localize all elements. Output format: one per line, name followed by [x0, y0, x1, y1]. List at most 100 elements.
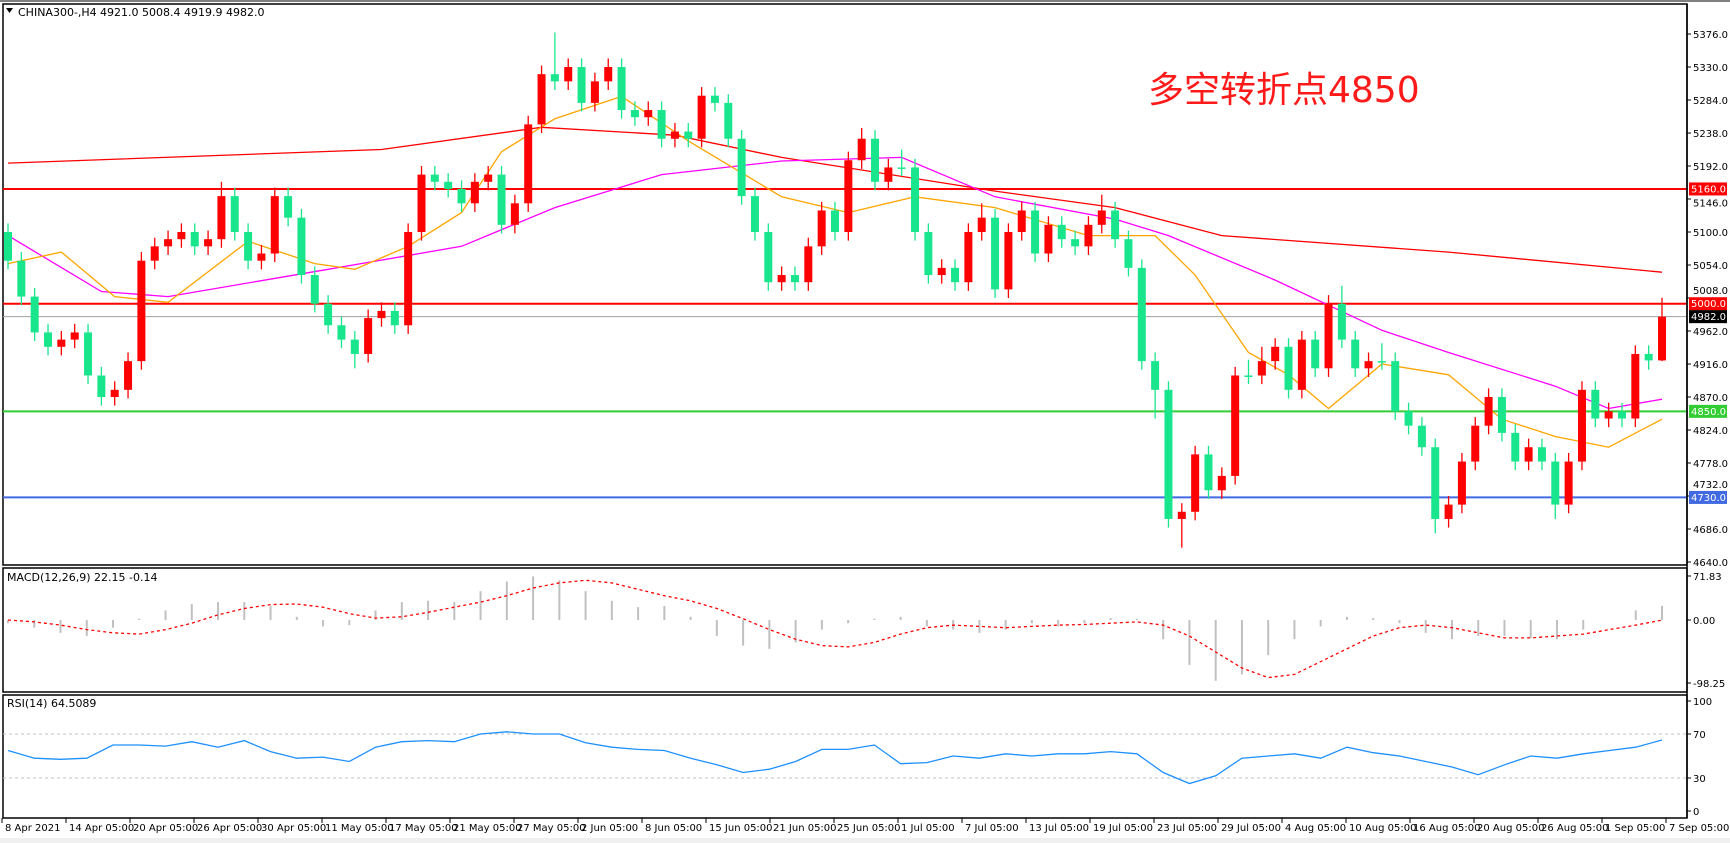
- candle-body: [1031, 210, 1040, 254]
- candle-body: [1644, 353, 1653, 361]
- time-tick-label: 13 Jul 05:00: [1029, 823, 1089, 834]
- candle-body: [911, 167, 920, 232]
- candle-body: [1391, 361, 1400, 412]
- time-tick-label: 20 Apr 05:00: [133, 823, 198, 834]
- candle-body: [230, 196, 239, 232]
- candle-body: [44, 332, 53, 347]
- rsi-tick-label: 30: [1693, 774, 1706, 785]
- candle-body: [337, 325, 346, 340]
- candle-body: [324, 303, 333, 326]
- candle-body: [417, 174, 426, 232]
- time-tick-label: 7 Sep 05:00: [1669, 823, 1729, 834]
- candle-body: [844, 160, 853, 232]
- price-tick-label: 5008.0: [1693, 286, 1728, 297]
- time-tick-label: 14 Apr 05:00: [69, 823, 134, 834]
- price-tick-label: 5054.0: [1693, 261, 1728, 272]
- candle-body: [630, 110, 639, 118]
- price-tick-label: 5284.0: [1693, 96, 1728, 107]
- candle-body: [1324, 303, 1333, 369]
- candle-body: [217, 196, 226, 240]
- price-tick-label: 4870.0: [1693, 393, 1728, 404]
- candle-body: [1231, 375, 1240, 476]
- candle-body: [297, 217, 306, 276]
- time-tick-label: 26 Aug 05:00: [1541, 823, 1608, 834]
- time-tick-label: 29 Jul 05:00: [1221, 823, 1281, 834]
- candle-body: [124, 361, 133, 390]
- candle-body: [1564, 461, 1573, 505]
- candle-body: [470, 181, 479, 204]
- candle-body: [1484, 397, 1493, 426]
- candle-body: [1617, 411, 1626, 419]
- time-tick-label: 21 May 05:00: [453, 823, 522, 834]
- price-tag-4730.0: [1689, 490, 1727, 504]
- candle-body: [1604, 411, 1613, 419]
- candle-body: [1164, 389, 1173, 519]
- time-tick-label: 1 Sep 05:00: [1605, 823, 1665, 834]
- candle-body: [657, 110, 666, 139]
- candle-body: [964, 232, 973, 283]
- candle-body: [577, 67, 586, 103]
- candle-body: [1511, 432, 1520, 462]
- candle-body: [951, 267, 960, 283]
- candle-body: [444, 181, 453, 189]
- candle-body: [1444, 504, 1453, 519]
- candle-body: [790, 275, 799, 283]
- price-tag-label: 4850.0: [1691, 407, 1726, 418]
- candle-body: [137, 260, 146, 362]
- macd-tick-label: 0.00: [1693, 616, 1715, 627]
- candle-body: [1204, 454, 1213, 491]
- price-tick-label: 5376.0: [1693, 30, 1728, 41]
- candle-body: [97, 375, 106, 397]
- time-tick-label: 20 Aug 05:00: [1477, 823, 1544, 834]
- candle-body: [1137, 267, 1146, 362]
- time-tick-label: 19 Jul 05:00: [1093, 823, 1153, 834]
- macd-signal-line: [7, 579, 1663, 679]
- price-tag-label: 4730.0: [1691, 493, 1726, 504]
- candle-body: [884, 167, 893, 182]
- candle-body: [1631, 353, 1640, 419]
- rsi-label: RSI(14) 64.5089: [7, 697, 96, 710]
- price-tick-label: 4916.0: [1693, 360, 1728, 371]
- triangle-down-icon[interactable]: [6, 8, 13, 13]
- candle-body: [1044, 224, 1053, 254]
- candle-body: [724, 102, 733, 139]
- price-tags: 5160.0 5000.0 4850.0 4730.0 4982.0: [1689, 182, 1727, 504]
- candle-body: [404, 232, 413, 326]
- candle-body: [871, 138, 880, 182]
- price-tag-label: 4982.0: [1691, 312, 1726, 323]
- price-tick-label: 5238.0: [1693, 129, 1728, 140]
- candle-body: [817, 210, 826, 247]
- price-tick-label: 5146.0: [1693, 198, 1728, 209]
- candle-body: [30, 296, 39, 333]
- candle-body: [17, 260, 26, 297]
- candle-body: [937, 267, 946, 276]
- top-border: [0, 0, 1730, 2]
- price-tag-5160.0: [1689, 182, 1727, 196]
- time-tick-label: 8 Apr 2021: [5, 823, 60, 834]
- candle-body: [1537, 447, 1546, 462]
- candle-body: [564, 67, 573, 82]
- candle-body: [1284, 346, 1293, 390]
- candle-body: [350, 339, 359, 354]
- candle-body: [377, 310, 386, 319]
- candle-body: [1217, 475, 1226, 491]
- candle-body: [697, 95, 706, 139]
- tab-bar[interactable]: [0, 838, 1730, 843]
- candle-body: [177, 232, 186, 240]
- price-tick-label: 5100.0: [1693, 228, 1728, 239]
- candle-body: [764, 232, 773, 283]
- candle-body: [604, 67, 613, 82]
- candle-body: [364, 318, 373, 354]
- price-tick-label: 4778.0: [1693, 459, 1728, 470]
- candle-body: [390, 310, 399, 326]
- candle-body: [110, 389, 119, 397]
- candle-body: [484, 174, 493, 182]
- price-tag-label: 5000.0: [1691, 299, 1726, 310]
- candle-body: [590, 81, 599, 103]
- price-tag-5000.0: [1689, 297, 1727, 311]
- candle-body: [1311, 339, 1320, 369]
- candle-body: [1404, 411, 1413, 426]
- candle-body: [684, 131, 693, 139]
